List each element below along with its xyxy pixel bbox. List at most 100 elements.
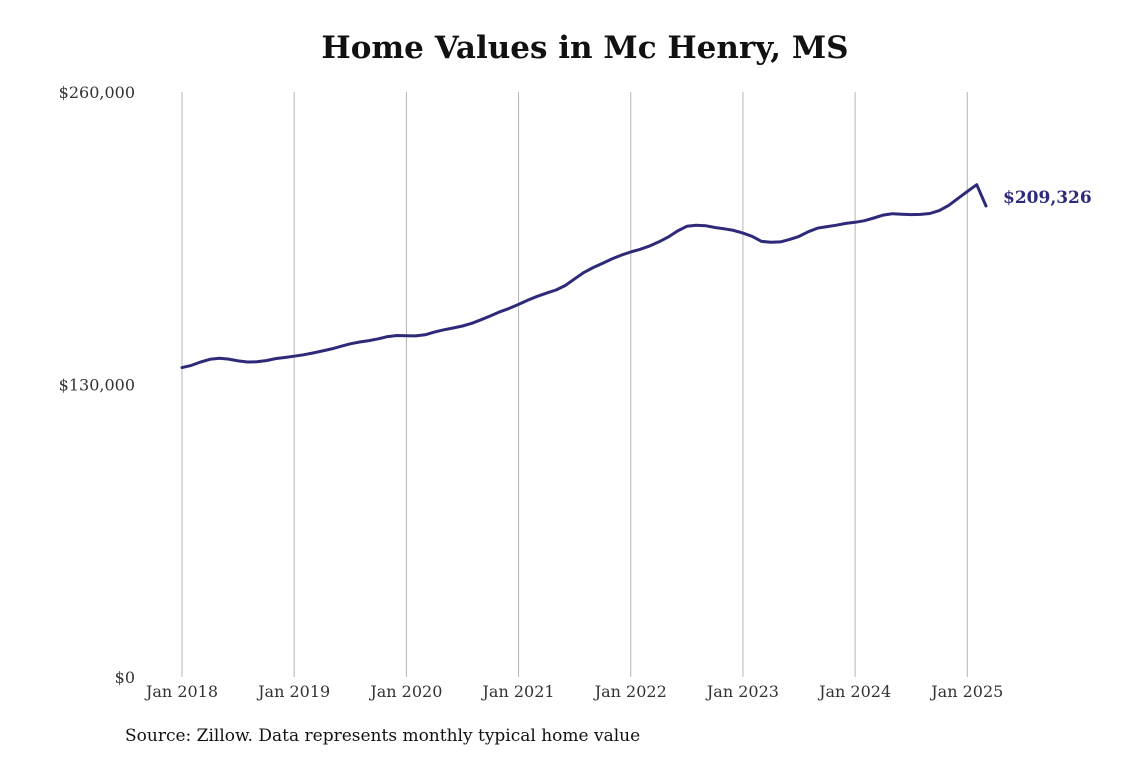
x-tick-label: Jan 2020 (368, 682, 442, 701)
data-point (218, 357, 221, 360)
data-point (929, 212, 931, 215)
end-value-label: $209,326 (1003, 188, 1092, 208)
data-point (583, 271, 585, 274)
x-tick-label: Jan 2018 (144, 682, 218, 701)
data-point (901, 213, 903, 215)
gridlines (181, 92, 968, 677)
data-point (209, 358, 211, 361)
series-line (180, 183, 988, 370)
x-tick-label: Jan 2022 (593, 682, 667, 701)
data-point (237, 360, 239, 362)
data-point (686, 225, 688, 228)
data-point (947, 204, 950, 207)
data-point (919, 213, 922, 216)
data-point (499, 311, 501, 313)
data-point (714, 226, 716, 229)
y-tick-label: $260,000 (59, 83, 135, 102)
data-point (704, 224, 707, 227)
chart-title: Home Values in Mc Henry, MS (321, 30, 849, 66)
data-point (181, 366, 183, 369)
data-point (461, 325, 464, 327)
data-point (489, 315, 492, 317)
data-point (863, 219, 866, 222)
data-point (695, 224, 697, 226)
data-point (555, 289, 557, 291)
data-point (321, 350, 324, 352)
data-point (798, 235, 800, 238)
source-note: Source: Zillow. Data represents monthly … (125, 726, 641, 746)
data-point (340, 345, 342, 348)
data-point (293, 355, 296, 358)
data-point (770, 241, 772, 244)
data-point (284, 356, 286, 359)
data-point (882, 214, 884, 216)
data-point (255, 361, 258, 363)
data-point (386, 335, 389, 338)
data-point (751, 235, 754, 238)
data-point (732, 229, 735, 232)
data-point (443, 329, 445, 331)
data-point (938, 209, 941, 212)
x-tick-label: Jan 2025 (929, 682, 1003, 701)
data-point (742, 232, 744, 234)
data-point (452, 327, 454, 329)
data-point (639, 248, 641, 251)
data-point (658, 241, 660, 243)
data-point (845, 222, 847, 225)
data-point (788, 238, 791, 241)
data-point (564, 284, 567, 287)
data-point (414, 335, 417, 337)
data-point (227, 358, 230, 360)
data-point (807, 230, 810, 233)
x-tick-label: Jan 2021 (481, 682, 555, 701)
data-point (891, 212, 894, 215)
series-layer (180, 183, 988, 370)
y-axis-ticks: $0 $130,000 $260,000 (59, 83, 135, 687)
data-point (312, 352, 314, 354)
y-tick-label: $130,000 (59, 376, 135, 395)
data-point (199, 361, 202, 363)
data-point (723, 228, 725, 230)
data-point (358, 341, 361, 343)
data-point (966, 190, 969, 193)
data-point (975, 183, 978, 186)
data-point (760, 240, 763, 243)
data-point (592, 266, 595, 269)
data-point (573, 278, 576, 280)
data-point (471, 322, 473, 325)
data-point (349, 343, 352, 345)
data-point (835, 224, 838, 226)
x-tick-label: Jan 2019 (256, 682, 330, 701)
x-tick-label: Jan 2024 (817, 682, 891, 701)
data-point (611, 258, 613, 260)
data-point (676, 230, 679, 232)
data-point (190, 364, 193, 367)
data-point (620, 254, 623, 256)
data-point (396, 334, 398, 337)
data-point (405, 334, 408, 337)
data-point (517, 303, 520, 306)
data-point (873, 217, 875, 219)
data-point (265, 359, 267, 362)
data-point (274, 357, 277, 360)
data-point (826, 225, 828, 228)
data-point (330, 348, 333, 350)
data-point (377, 338, 380, 340)
data-point (910, 213, 912, 216)
data-point (480, 318, 483, 321)
data-point (779, 241, 782, 243)
data-point (629, 251, 632, 253)
data-point (648, 245, 651, 247)
data-point (246, 361, 249, 363)
data-point (368, 339, 370, 342)
data-point (527, 299, 529, 301)
data-point (816, 227, 819, 229)
data-point (667, 236, 669, 238)
data-point (601, 262, 604, 265)
y-tick-label: $0 (115, 668, 135, 687)
data-point (854, 221, 856, 224)
x-axis-ticks: Jan 2018 Jan 2019 Jan 2020 Jan 2021 Jan 2022… (144, 682, 1003, 701)
data-point (985, 205, 987, 207)
data-point (302, 354, 305, 356)
